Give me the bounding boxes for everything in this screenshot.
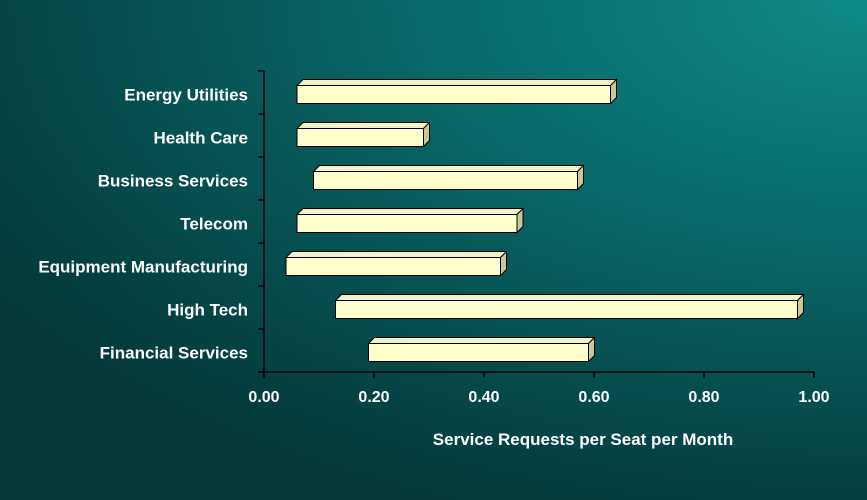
- bar-top-face: [295, 122, 431, 129]
- bar-front-face: [285, 257, 501, 276]
- category-label: High Tech: [167, 301, 248, 320]
- x-axis-title: Service Requests per Seat per Month: [433, 430, 733, 449]
- x-tick-label: 0.00: [248, 389, 279, 406]
- bar-front-face: [296, 128, 424, 147]
- bar-3: [295, 207, 525, 234]
- bar-0: [295, 78, 618, 105]
- bar-1: [295, 121, 431, 148]
- bars-layer: [284, 78, 805, 363]
- bar-front-face: [335, 300, 798, 319]
- bar-top-face: [312, 165, 585, 172]
- x-tick-label: 0.20: [358, 389, 389, 406]
- bar-4: [284, 250, 508, 277]
- category-label: Financial Services: [100, 344, 248, 363]
- bar-front-face: [368, 343, 589, 362]
- x-tick-label: 0.80: [688, 389, 719, 406]
- bar-6: [367, 336, 596, 363]
- bar-5: [334, 293, 805, 320]
- category-label: Business Services: [98, 172, 248, 191]
- bar-front-face: [313, 171, 578, 190]
- bar-front-face: [296, 214, 518, 233]
- category-label: Telecom: [180, 215, 248, 234]
- bar-front-face: [296, 85, 611, 104]
- category-label: Health Care: [154, 129, 248, 148]
- category-label: Energy Utilities: [124, 86, 248, 105]
- bar-2: [312, 164, 585, 191]
- x-tick-label: 0.40: [468, 389, 499, 406]
- axis-layer: [258, 70, 815, 378]
- bar-top-face: [295, 208, 525, 215]
- bar-top-face: [284, 251, 508, 258]
- category-label: Equipment Manufacturing: [38, 258, 248, 277]
- bar-top-face: [367, 337, 596, 344]
- labels-layer: Energy Utilities Health Care Business Serv…: [38, 86, 829, 407]
- x-tick-label: 0.60: [578, 389, 609, 406]
- x-tick-label: 1.00: [798, 389, 829, 406]
- bar-top-face: [334, 294, 805, 301]
- bar-top-face: [295, 79, 618, 86]
